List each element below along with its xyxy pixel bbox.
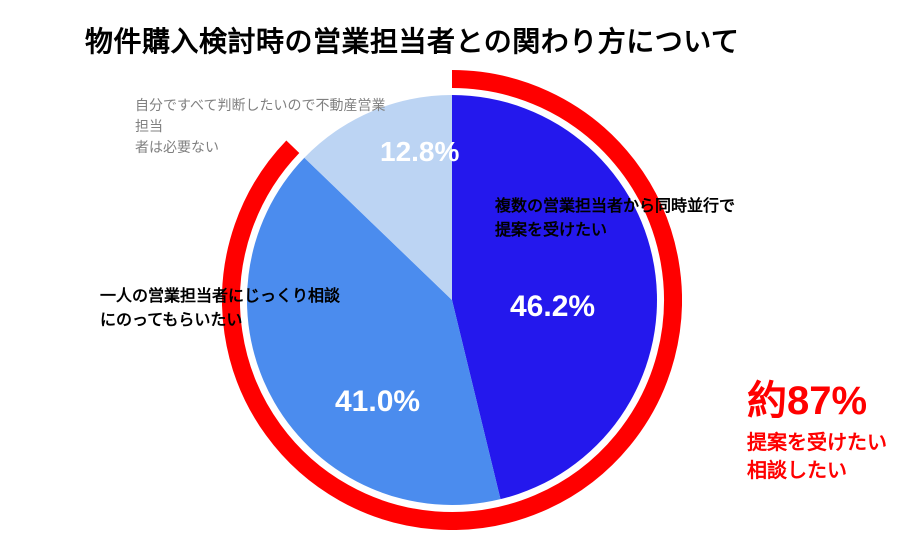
callout-sub-line1: 提案を受けたい <box>747 432 887 454</box>
chart-title: 物件購入検討時の営業担当者との関わり方について <box>85 20 739 60</box>
slice-c-label: 自分ですべて判断したいので不動産営業担当 者は必要ない <box>135 95 395 158</box>
callout-main: 約87% <box>747 379 887 423</box>
callout: 約87% 提案を受けたい 相談したい <box>747 379 887 485</box>
slice-a-label-line1: 複数の営業担当者から同時並行で <box>495 198 735 215</box>
slice-b-label-line1: 一人の営業担当者にじっくり相談 <box>100 288 340 305</box>
callout-sub-line2: 相談したい <box>747 460 847 482</box>
slice-b-label-line2: にのってもらいたい <box>100 312 242 329</box>
callout-sub: 提案を受けたい 相談したい <box>747 429 887 485</box>
slice-c-label-line2: 者は必要ない <box>135 139 219 155</box>
slice-a-label: 複数の営業担当者から同時並行で 提案を受けたい <box>495 195 775 243</box>
slice-b-label: 一人の営業担当者にじっくり相談 にのってもらいたい <box>100 285 360 333</box>
slice-a-label-line2: 提案を受けたい <box>495 222 607 239</box>
slice-c-label-line1: 自分ですべて判断したいので不動産営業担当 <box>135 97 385 134</box>
